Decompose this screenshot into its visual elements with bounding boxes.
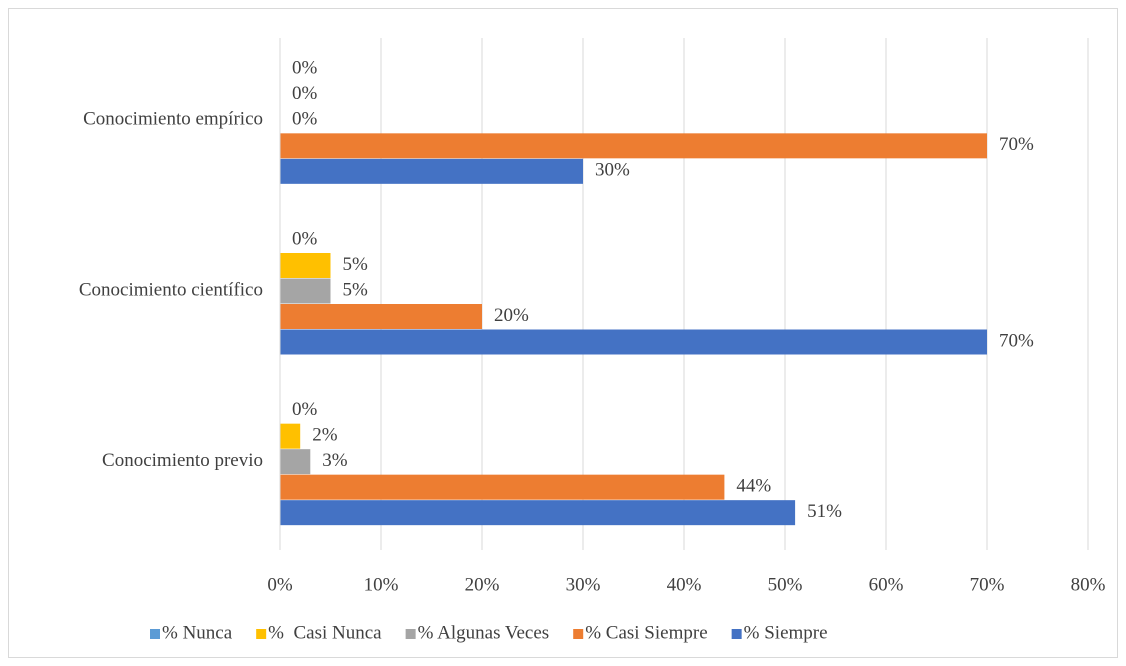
x-tick-label: 40%: [667, 574, 702, 595]
data-label: 5%: [343, 254, 369, 275]
y-tick-label: Conocimiento previo: [102, 450, 263, 471]
data-label: 0%: [292, 109, 318, 130]
bar: [280, 423, 301, 449]
data-label: 0%: [292, 83, 318, 104]
legend-label: % Casi Nunca: [268, 622, 382, 643]
data-label: 70%: [999, 330, 1034, 351]
bar: [280, 158, 583, 184]
data-label: 0%: [292, 228, 318, 249]
data-label: 44%: [736, 476, 771, 497]
x-tick-label: 30%: [566, 574, 601, 595]
x-tick-label: 50%: [768, 574, 803, 595]
x-tick-label: 60%: [869, 574, 904, 595]
y-tick-label: Conocimiento científico: [79, 279, 263, 300]
legend-swatch: [256, 629, 267, 639]
data-label: 3%: [322, 450, 348, 471]
x-tick-label: 20%: [465, 574, 500, 595]
data-label: 51%: [807, 501, 842, 522]
y-tick-label: Conocimiento empírico: [83, 109, 263, 130]
legend-label: % Algunas Veces: [418, 622, 550, 643]
bar: [280, 133, 987, 159]
bar: [280, 278, 331, 304]
x-tick-label: 70%: [970, 574, 1005, 595]
bar: [280, 449, 311, 475]
bar: [280, 304, 482, 329]
bar: [280, 500, 796, 526]
legend-swatch: [405, 629, 416, 639]
legend-swatch: [150, 629, 160, 639]
data-label: 0%: [292, 399, 318, 420]
data-label: 20%: [494, 305, 529, 326]
data-label: 2%: [312, 425, 338, 446]
x-tick-label: 0%: [267, 574, 293, 595]
data-label: 70%: [999, 134, 1034, 155]
data-label: 5%: [343, 279, 369, 300]
legend-label: % Casi Siempre: [585, 622, 707, 643]
x-tick-label: 10%: [364, 574, 399, 595]
bar: [280, 253, 331, 278]
legend-swatch: [731, 629, 742, 639]
bar: [280, 474, 725, 500]
legend-label: % Siempre: [744, 622, 828, 643]
bar: [280, 329, 987, 355]
x-tick-label: 80%: [1071, 574, 1106, 595]
legend-swatch: [573, 629, 584, 639]
data-label: 30%: [595, 160, 630, 181]
data-label: 0%: [292, 58, 318, 79]
legend-label: % Nunca: [162, 622, 233, 643]
